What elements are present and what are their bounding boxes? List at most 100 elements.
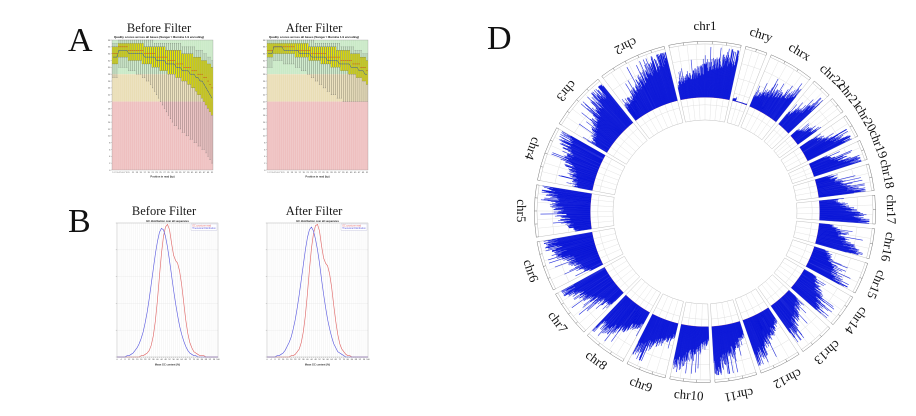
svg-text:35: 35 bbox=[179, 172, 182, 174]
coverage-histogram bbox=[770, 290, 808, 343]
svg-text:24: 24 bbox=[290, 359, 293, 361]
svg-text:96: 96 bbox=[363, 359, 366, 361]
svg-text:24: 24 bbox=[263, 88, 266, 90]
quality-box bbox=[282, 43, 285, 54]
quality-box bbox=[147, 46, 150, 65]
svg-text:33: 33 bbox=[330, 172, 333, 174]
quality-box bbox=[201, 60, 203, 99]
svg-text:45: 45 bbox=[199, 172, 202, 174]
svg-text:2: 2 bbox=[264, 163, 266, 165]
coverage-histogram bbox=[809, 150, 862, 177]
svg-text:17: 17 bbox=[299, 172, 302, 174]
svg-text:52: 52 bbox=[318, 359, 321, 361]
svg-text:13: 13 bbox=[291, 172, 294, 174]
quality-box bbox=[133, 43, 136, 61]
coverage-histogram bbox=[815, 174, 866, 198]
coverage-histogram bbox=[540, 185, 592, 232]
svg-text:28: 28 bbox=[144, 359, 147, 361]
gc-legend-box bbox=[190, 223, 218, 231]
panel-b-title-before: Before Filter bbox=[131, 204, 197, 218]
svg-text:12: 12 bbox=[263, 129, 266, 131]
svg-text:36: 36 bbox=[108, 47, 111, 49]
svg-text:23: 23 bbox=[155, 172, 158, 174]
svg-text:14: 14 bbox=[263, 122, 266, 124]
quality-box bbox=[145, 46, 148, 65]
svg-text:80: 80 bbox=[197, 359, 200, 361]
svg-text:22: 22 bbox=[263, 95, 266, 97]
chromosome-label-chr5: chr5 bbox=[514, 199, 529, 222]
x-axis-caption: Position in read (bp) bbox=[150, 176, 174, 179]
quality-box bbox=[129, 43, 132, 61]
svg-text:31: 31 bbox=[326, 172, 329, 174]
svg-text:44: 44 bbox=[310, 359, 313, 361]
svg-text:56: 56 bbox=[322, 359, 325, 361]
svg-text:11: 11 bbox=[132, 172, 135, 174]
quality-box bbox=[197, 57, 200, 96]
svg-text:11: 11 bbox=[287, 172, 290, 174]
chromosome-label-chr10: chr10 bbox=[673, 386, 704, 404]
svg-text:41: 41 bbox=[346, 172, 349, 174]
x-axis-caption: Position in read (bp) bbox=[305, 176, 329, 179]
circos-sector-chr10: chr10 bbox=[669, 301, 711, 404]
svg-text:60: 60 bbox=[326, 359, 329, 361]
panel-b-canvas-before: 0 4 8 12 16 20 24 28 32 36 40 44 48 52 56 60 64 68 72 76 80 8… bbox=[108, 219, 220, 369]
circos-sector-chr2: chr2 bbox=[601, 35, 684, 140]
svg-text:8: 8 bbox=[264, 143, 266, 145]
svg-text:0: 0 bbox=[264, 170, 266, 172]
quality-box bbox=[149, 46, 152, 65]
svg-text:48: 48 bbox=[314, 359, 317, 361]
svg-text:4: 4 bbox=[120, 359, 122, 361]
panel-a-canvas-after: 0 2 4 6 8 10 12 14 16 18 20 22 24 26 28 30 32 34 36 38 1 2 3 4 5… bbox=[258, 39, 370, 181]
quality-box bbox=[278, 43, 281, 54]
coverage-histogram bbox=[778, 97, 823, 134]
circos-sector-chry: chry bbox=[726, 24, 775, 127]
quality-box bbox=[288, 43, 291, 54]
panel-a-subtitle-after: Quality scores across all bases (Sanger … bbox=[268, 34, 360, 39]
quality-box bbox=[292, 43, 295, 54]
svg-text:49: 49 bbox=[362, 172, 365, 174]
svg-text:9: 9 bbox=[128, 172, 130, 174]
svg-text:2: 2 bbox=[109, 163, 111, 165]
svg-text:4: 4 bbox=[270, 359, 272, 361]
svg-text:35: 35 bbox=[334, 172, 337, 174]
svg-text:32: 32 bbox=[148, 359, 151, 361]
gc-distribution-chart-after: 0 4 8 12 16 20 24 28 32 36 40 44 48 52 56 60 64 68 72 76 80 8… bbox=[265, 219, 370, 366]
svg-text:10: 10 bbox=[263, 136, 266, 138]
svg-text:28: 28 bbox=[294, 359, 297, 361]
svg-text:76: 76 bbox=[343, 359, 346, 361]
quality-box bbox=[137, 43, 140, 61]
quality-box bbox=[187, 53, 190, 85]
coverage-histogram bbox=[592, 294, 650, 342]
quality-box bbox=[199, 57, 202, 96]
svg-text:12: 12 bbox=[108, 129, 111, 131]
svg-text:26: 26 bbox=[108, 81, 111, 83]
svg-text:6: 6 bbox=[277, 172, 279, 174]
circos-sector-chr6: chr6 bbox=[520, 227, 624, 291]
quality-box bbox=[203, 60, 205, 102]
svg-text:43: 43 bbox=[195, 172, 198, 174]
panel-b-title-after: After Filter bbox=[285, 204, 343, 218]
coverage-histogram bbox=[677, 47, 740, 100]
svg-text:100: 100 bbox=[366, 359, 370, 361]
svg-text:36: 36 bbox=[263, 47, 266, 49]
circos-sector-chr11: chr11 bbox=[710, 299, 757, 405]
panel-letter-d: D bbox=[487, 20, 512, 57]
svg-text:36: 36 bbox=[302, 359, 305, 361]
chromosome-label-chr14: chr14 bbox=[842, 304, 872, 337]
svg-text:13: 13 bbox=[136, 172, 139, 174]
quality-box bbox=[139, 43, 142, 61]
quality-box bbox=[143, 46, 146, 65]
svg-text:0: 0 bbox=[116, 359, 118, 361]
svg-text:6: 6 bbox=[122, 172, 124, 174]
quality-box bbox=[358, 53, 360, 78]
quality-box bbox=[159, 46, 162, 72]
coverage-histogram bbox=[815, 223, 863, 255]
svg-text:51: 51 bbox=[211, 172, 214, 174]
quality-box bbox=[362, 57, 364, 82]
svg-text:2: 2 bbox=[269, 172, 271, 174]
svg-text:68: 68 bbox=[185, 359, 188, 361]
quality-box bbox=[114, 46, 116, 65]
quality-box bbox=[131, 43, 134, 61]
coverage-histogram bbox=[805, 246, 851, 288]
quality-box bbox=[207, 63, 209, 109]
